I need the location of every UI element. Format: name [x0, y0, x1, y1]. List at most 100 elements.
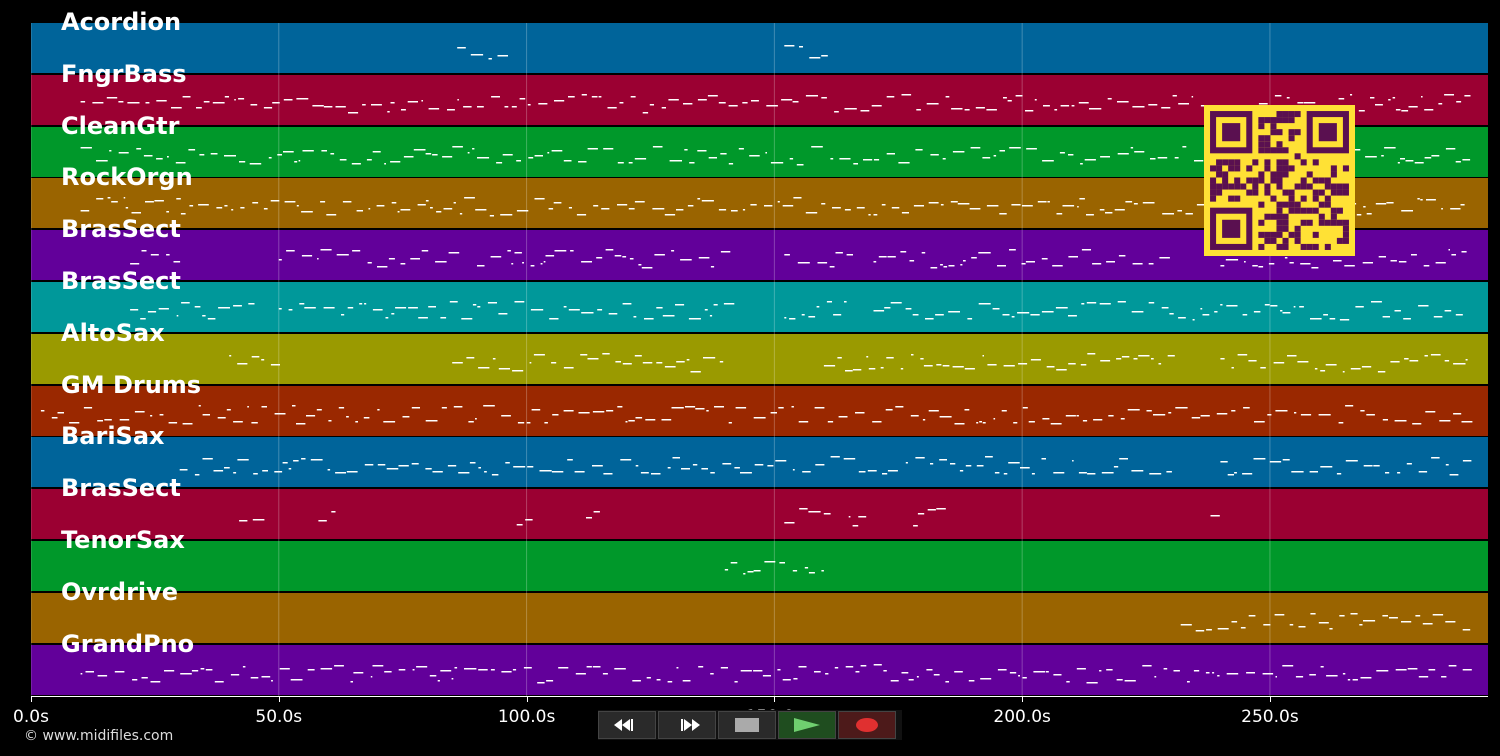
note: [383, 420, 396, 423]
note: [1425, 410, 1436, 413]
note: [764, 561, 776, 563]
note: [453, 202, 456, 204]
note: [338, 406, 345, 409]
note: [622, 303, 632, 305]
piano-roll[interactable]: [31, 23, 1488, 696]
note: [398, 668, 406, 671]
note: [552, 413, 559, 416]
note: [1359, 623, 1363, 626]
note: [619, 101, 624, 104]
note: [1225, 259, 1239, 261]
note: [1077, 206, 1079, 208]
note: [425, 468, 432, 470]
note: [551, 471, 564, 473]
play-button[interactable]: [778, 711, 836, 739]
track-lane[interactable]: [31, 541, 1488, 591]
fast-forward-button[interactable]: [658, 711, 716, 739]
note: [527, 103, 531, 106]
note: [200, 667, 205, 670]
note: [507, 250, 511, 252]
note: [1275, 409, 1288, 412]
note: [512, 369, 524, 372]
track-lane[interactable]: [31, 333, 1488, 384]
note: [1178, 317, 1186, 319]
note: [387, 110, 390, 113]
note: [1120, 417, 1125, 420]
note: [942, 364, 950, 367]
note: [301, 255, 313, 257]
note: [69, 421, 80, 424]
note: [492, 357, 496, 360]
note: [1009, 671, 1017, 674]
note: [915, 457, 925, 459]
note: [634, 157, 647, 160]
note: [1320, 665, 1324, 668]
note: [1438, 102, 1443, 105]
note: [1329, 627, 1333, 630]
track-lane[interactable]: [31, 282, 1488, 332]
track-lane[interactable]: [31, 592, 1488, 643]
note: [40, 409, 45, 412]
note: [1108, 414, 1114, 417]
note: [685, 405, 696, 408]
note: [498, 313, 508, 315]
note: [224, 154, 236, 157]
note: [242, 665, 246, 668]
note: [80, 146, 92, 149]
note: [1375, 103, 1383, 106]
note: [278, 259, 282, 261]
note: [516, 524, 523, 526]
note: [1297, 101, 1304, 104]
note: [298, 159, 301, 162]
note: [1086, 681, 1098, 684]
note: [1131, 470, 1144, 472]
note: [263, 208, 268, 210]
track-lane[interactable]: [31, 489, 1488, 540]
note: [1099, 669, 1102, 672]
note: [784, 254, 790, 256]
note: [1284, 257, 1288, 259]
note: [226, 408, 231, 411]
note: [1007, 99, 1012, 102]
track-lane[interactable]: [31, 437, 1488, 488]
note: [784, 45, 795, 47]
note: [1030, 314, 1040, 316]
note: [80, 100, 86, 103]
note: [671, 406, 684, 409]
note: [403, 155, 414, 158]
note: [543, 261, 546, 263]
note: [544, 421, 548, 424]
note: [310, 459, 323, 461]
track-name-label: Acordion: [61, 8, 182, 36]
note: [145, 201, 154, 203]
note: [1059, 151, 1065, 154]
stop-button[interactable]: [718, 711, 776, 739]
note: [251, 355, 260, 358]
track-name-label: Ovrdrive: [61, 577, 179, 606]
note: [1394, 419, 1407, 422]
track-lane[interactable]: [31, 385, 1488, 436]
rewind-button[interactable]: [598, 711, 656, 739]
note: [730, 562, 738, 564]
note: [335, 105, 346, 108]
note: [779, 562, 785, 564]
note: [448, 252, 460, 254]
track-notes: [130, 249, 1467, 269]
note: [871, 104, 882, 107]
record-button[interactable]: [838, 711, 896, 739]
note: [576, 214, 587, 216]
note: [1240, 626, 1246, 629]
note: [640, 472, 649, 474]
note: [1134, 150, 1145, 153]
note: [1404, 357, 1409, 360]
track-lane[interactable]: [31, 644, 1488, 695]
note: [808, 316, 816, 318]
note: [1142, 664, 1152, 667]
note: [470, 54, 484, 56]
track-lane[interactable]: [31, 23, 1488, 73]
note: [498, 367, 510, 370]
note: [960, 264, 963, 266]
note: [457, 98, 459, 101]
note: [1106, 668, 1113, 671]
note: [898, 161, 910, 164]
